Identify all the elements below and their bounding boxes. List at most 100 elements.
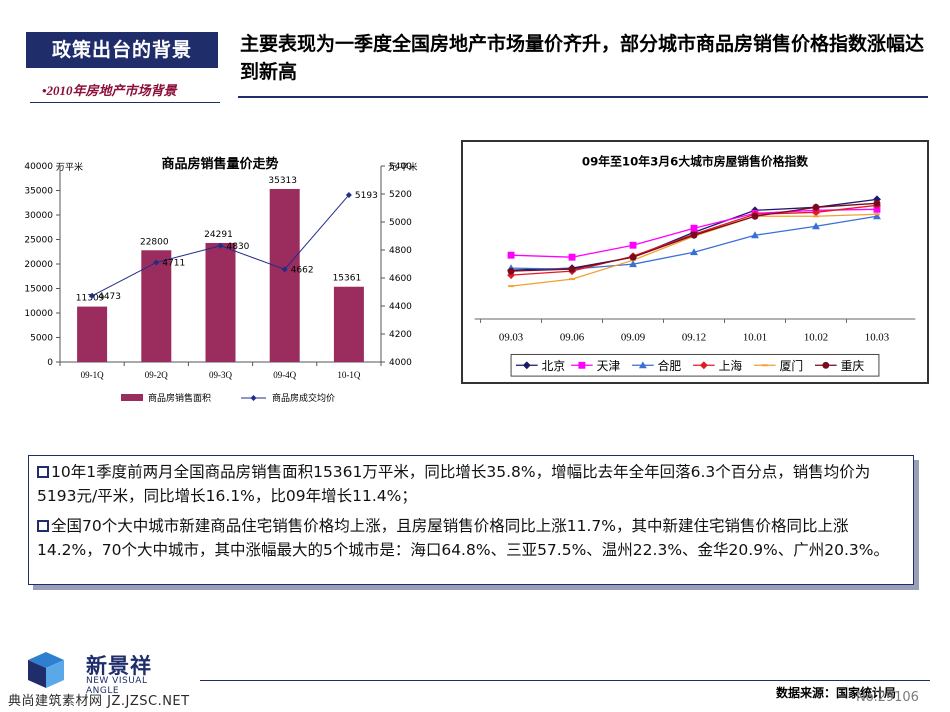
series-point [568, 265, 576, 273]
series-point [874, 213, 880, 216]
series-point [822, 361, 830, 369]
x-tick-label: 09-1Q [81, 370, 104, 380]
series-point [751, 231, 759, 239]
avg-price-point [345, 191, 352, 198]
bar-value-label: 24291 [204, 230, 233, 240]
y2-tick-label: 5200 [389, 190, 412, 200]
avg-price-point [217, 242, 224, 249]
series-point [629, 253, 637, 261]
series-point [873, 205, 881, 213]
y2-tick-label: 4000 [389, 358, 412, 368]
series-point [507, 267, 515, 275]
y2-tick-label: 4800 [389, 246, 412, 256]
sales-volume-price-chart: 商品房销售量价走势 万平米 元/平米 0 5000 10000 15000 20000 2500… [24, 156, 418, 403]
logo-mark-icon [28, 652, 64, 688]
right-unit-label: 元/平米 [388, 161, 418, 172]
info-paragraph-1-text: 10年1季度前两月全国商品房销售面积15361万平米，同比增长35.8%，增幅比… [37, 463, 871, 505]
bar-09-3Q [205, 242, 236, 362]
series-point [629, 241, 637, 249]
series-point [690, 231, 698, 239]
series-point [568, 253, 576, 261]
legend-bar-swatch [121, 394, 143, 401]
legend-label: 北京 [542, 359, 566, 373]
y2-tick-label: 5400 [389, 162, 412, 172]
page-id: No.29106 [856, 690, 919, 705]
bar-09-2Q [141, 250, 172, 362]
x-tick-label: 10.01 [743, 332, 767, 344]
y-tick-label: 25000 [24, 236, 53, 246]
legend-label: 上海 [719, 359, 743, 373]
info-paragraph-2: 全国70个大中城市新建商品住宅销售价格均上涨，且房屋销售价格同比上涨11.7%，… [37, 514, 905, 562]
bar-value-label: 11309 [76, 294, 105, 304]
title-divider [238, 96, 928, 98]
series-point [690, 224, 698, 232]
section-tag: 政策出台的背景 [26, 32, 218, 68]
city-price-index-chart: 09年至10年3月6大城市房屋销售价格指数 09.03 09.06 09.09 09.1… [461, 140, 929, 384]
x-tick-label: 10.03 [865, 332, 889, 344]
section-subtitle: •2010年房地产市场背景 [42, 83, 177, 98]
series-point [522, 361, 531, 370]
x-tick-label: 09.09 [621, 332, 645, 344]
x-tick-label: 09-4Q [273, 370, 296, 380]
left-unit-label: 万平米 [56, 161, 83, 172]
legend-bar-label: 商品房销售面积 [148, 392, 211, 403]
y-tick-label: 30000 [24, 211, 53, 221]
y-tick-label: 10000 [24, 309, 53, 319]
divider [30, 102, 220, 103]
series-point [873, 212, 881, 220]
series-point [699, 361, 708, 370]
line-value-label: 4830 [227, 242, 250, 252]
y-tick-label: 5000 [30, 334, 53, 344]
series-point [629, 260, 637, 268]
y-tick-label: 20000 [24, 260, 53, 270]
line-value-label: 4473 [98, 292, 121, 302]
series-line-合肥 [511, 215, 878, 270]
series-point [873, 199, 881, 207]
series-point [569, 278, 575, 281]
series-point [751, 212, 759, 220]
info-paragraph-1: 10年1季度前两月全国商品房销售面积15361万平米，同比增长35.8%，增幅比… [37, 460, 905, 508]
x-tick-label: 09.12 [682, 332, 706, 344]
logo-english: NEW VISUAL ANGLE [86, 676, 148, 696]
series-point [812, 203, 820, 211]
y2-tick-label: 4600 [389, 274, 412, 284]
line-value-label: 4711 [162, 258, 185, 268]
bar-09-1Q [77, 306, 108, 362]
legend-line-label: 商品房成交均价 [272, 392, 335, 403]
bar-value-label: 15361 [333, 274, 362, 284]
logo-name: 新景祥 [86, 654, 152, 678]
y-tick-label: 40000 [24, 162, 53, 172]
chart-title: 09年至10年3月6大城市房屋销售价格指数 [582, 155, 808, 169]
y-tick-label: 15000 [24, 285, 53, 295]
x-tick-label: 09-2Q [145, 370, 168, 380]
x-tick-label: 09.03 [499, 332, 523, 344]
avg-price-point [281, 266, 288, 273]
x-tick-label: 09.06 [560, 332, 585, 344]
bar-09-4Q [269, 188, 300, 362]
series-point [508, 285, 515, 288]
info-box: 10年1季度前两月全国商品房销售面积15361万平米，同比增长35.8%，增幅比… [28, 455, 914, 585]
legend-line-marker [250, 395, 257, 401]
checkbox-bullet-icon [37, 466, 49, 478]
company-logo: 新景祥 NEW VISUAL ANGLE [18, 646, 178, 696]
legend-label: 厦门 [780, 359, 804, 373]
y-tick-label: 0 [47, 358, 53, 368]
legend-label: 合肥 [658, 359, 682, 373]
series-point [813, 215, 819, 218]
bar-10-1Q [333, 286, 364, 362]
footer-divider [200, 680, 930, 681]
y2-tick-label: 4200 [389, 330, 412, 340]
legend-label: 重庆 [841, 359, 865, 373]
series-point [761, 364, 768, 367]
x-tick-label: 10-1Q [337, 370, 360, 380]
y2-tick-label: 5000 [389, 218, 412, 228]
x-tick-label: 09-3Q [209, 370, 232, 380]
series-point [507, 251, 515, 259]
y2-tick-label: 4400 [389, 302, 412, 312]
avg-price-point [89, 292, 96, 299]
series-point [578, 361, 586, 369]
series-point [812, 222, 820, 230]
line-value-label: 4662 [291, 265, 314, 275]
site-watermark: 典尚建筑素材网 JZ.JZSC.NET [8, 694, 190, 709]
avg-price-point [153, 259, 160, 266]
